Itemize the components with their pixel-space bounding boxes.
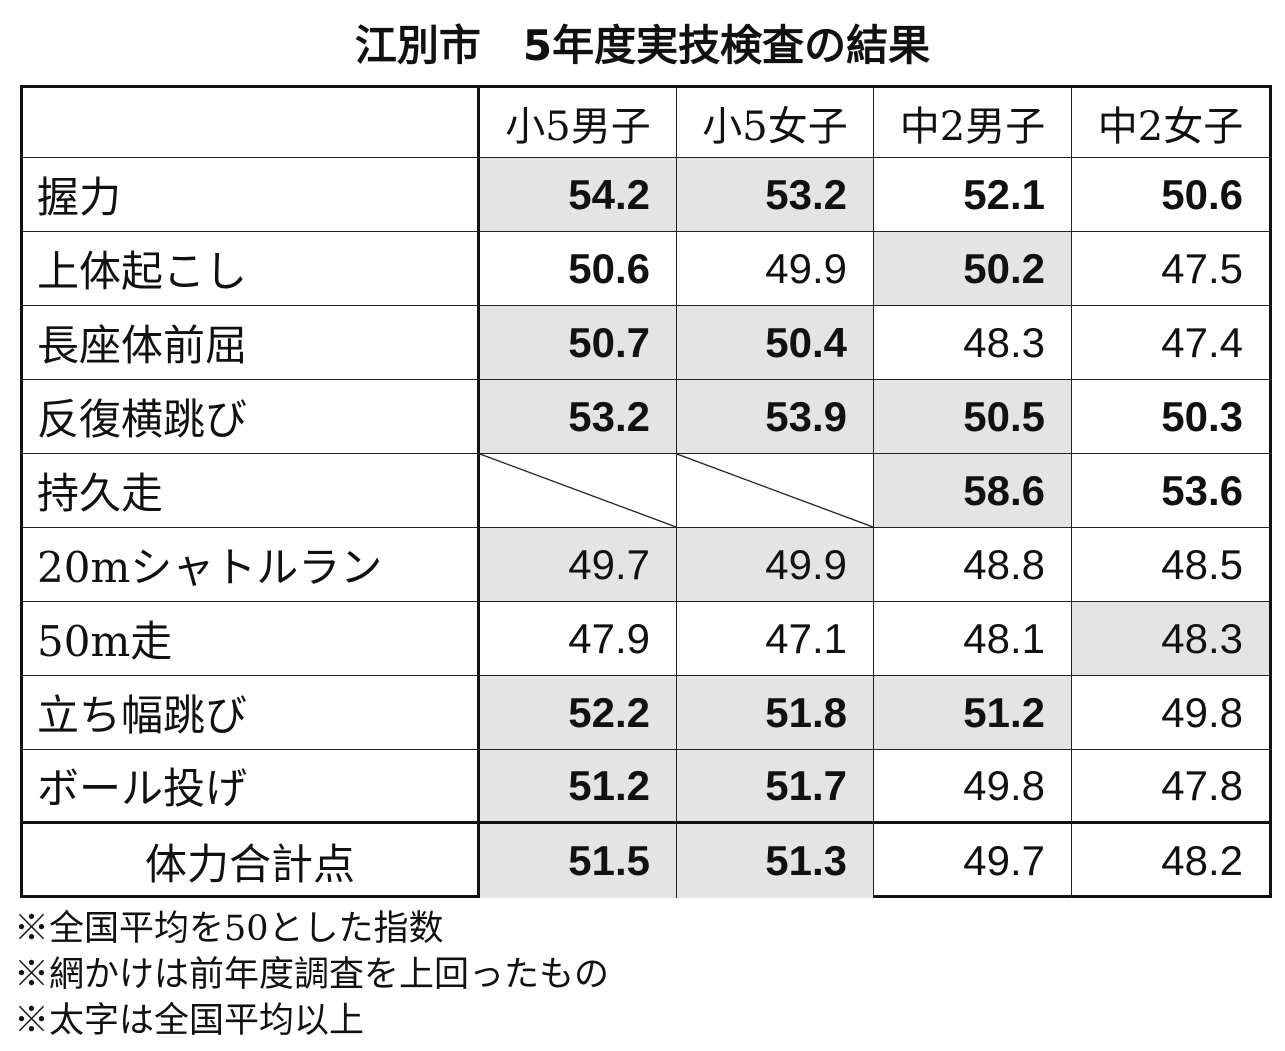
value-cell: 51.3 xyxy=(677,824,874,898)
value-cell: 49.9 xyxy=(677,528,874,602)
value-cell: 51.5 xyxy=(480,824,677,898)
value-cell: 50.6 xyxy=(480,232,677,306)
note: ※全国平均を50とした指数 xyxy=(14,909,444,949)
value-cell: 48.3 xyxy=(874,306,1072,380)
row-label: 握力 xyxy=(23,158,480,232)
value-cell: 47.8 xyxy=(1072,750,1269,824)
value-cell: 50.5 xyxy=(874,380,1072,454)
column-header: 小5男子 xyxy=(480,88,677,158)
diagonal xyxy=(677,454,873,527)
value-cell: 48.3 xyxy=(1072,602,1269,676)
note: ※太字は全国平均以上 xyxy=(14,1001,365,1041)
value-cell: 47.9 xyxy=(480,602,677,676)
value-cell: 53.2 xyxy=(480,380,677,454)
row-label: 持久走 xyxy=(23,454,480,528)
column-header: 中2女子 xyxy=(1072,88,1269,158)
note: ※網かけは前年度調査を上回ったもの xyxy=(14,955,610,995)
value-cell: 49.7 xyxy=(480,528,677,602)
row-label: 20mシャトルラン xyxy=(23,528,480,602)
empty-cell xyxy=(480,454,677,528)
value-cell: 50.4 xyxy=(677,306,874,380)
value-cell: 50.3 xyxy=(1072,380,1269,454)
value-cell: 52.2 xyxy=(480,676,677,750)
value-cell: 53.9 xyxy=(677,380,874,454)
value-cell: 50.6 xyxy=(1072,158,1269,232)
value-cell: 48.1 xyxy=(874,602,1072,676)
value-cell: 47.4 xyxy=(1072,306,1269,380)
value-cell: 49.8 xyxy=(874,750,1072,824)
value-cell: 51.8 xyxy=(677,676,874,750)
row-label: 体力合計点 xyxy=(23,824,480,898)
value-cell: 58.6 xyxy=(874,454,1072,528)
value-cell: 48.5 xyxy=(1072,528,1269,602)
title: 江別市 5年度実技検査の結果 xyxy=(354,21,931,70)
row-label: ボール投げ xyxy=(23,750,480,824)
empty-cell xyxy=(677,454,874,528)
corner-cell xyxy=(23,88,480,158)
column-header: 小5女子 xyxy=(677,88,874,158)
value-cell: 50.7 xyxy=(480,306,677,380)
value-cell: 53.2 xyxy=(677,158,874,232)
value-cell: 47.5 xyxy=(1072,232,1269,306)
value-cell: 52.1 xyxy=(874,158,1072,232)
value-cell: 53.6 xyxy=(1072,454,1269,528)
value-cell: 50.2 xyxy=(874,232,1072,306)
value-cell: 51.2 xyxy=(480,750,677,824)
value-cell: 51.7 xyxy=(677,750,874,824)
notes: ※全国平均を50とした指数 ※網かけは前年度調査を上回ったもの ※太字は全国平均以上 xyxy=(14,906,609,1044)
column-header: 中2男子 xyxy=(874,88,1072,158)
row-label: 50m走 xyxy=(23,602,480,676)
value-cell: 54.2 xyxy=(480,158,677,232)
row-label: 立ち幅跳び xyxy=(23,676,480,750)
value-cell: 49.9 xyxy=(677,232,874,306)
row-label: 反復横跳び xyxy=(23,380,480,454)
row-label: 上体起こし xyxy=(23,232,480,306)
value-cell: 49.7 xyxy=(874,824,1072,898)
value-cell: 48.2 xyxy=(1161,837,1243,884)
value-cell: 51.2 xyxy=(874,676,1072,750)
table: 小5男子 小5女子 中2男子 中2女子 握力 54.2 53.2 52.1 50.6 上体起こし 5… xyxy=(20,85,1272,898)
diagonal xyxy=(480,454,676,527)
value-cell: 47.1 xyxy=(677,602,874,676)
value-cell: 49.8 xyxy=(1072,676,1269,750)
value-cell: 48.8 xyxy=(874,528,1072,602)
row-label: 長座体前屈 xyxy=(23,306,480,380)
